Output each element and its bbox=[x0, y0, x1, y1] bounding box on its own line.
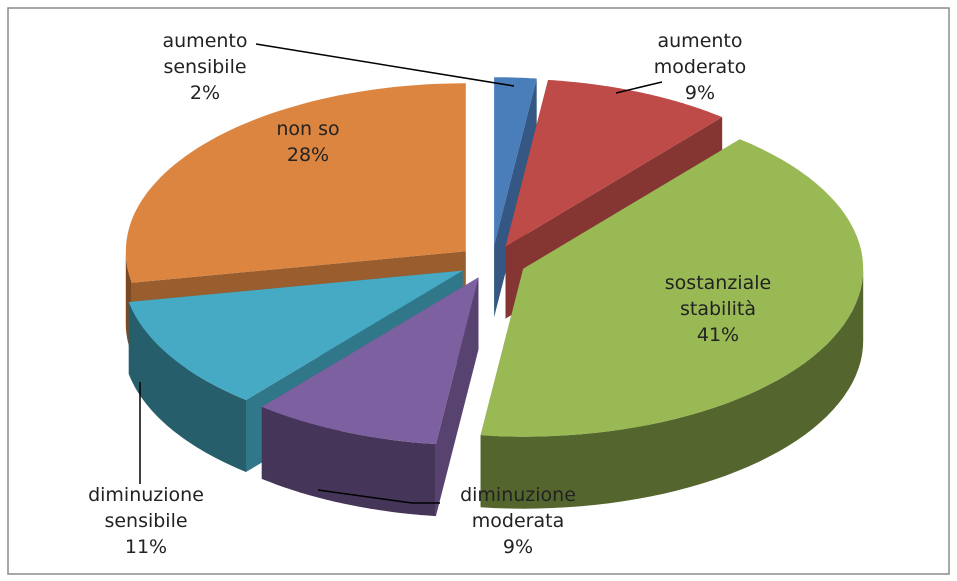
data-label: aumento sensibile 2% bbox=[135, 28, 275, 106]
slice bbox=[494, 77, 537, 246]
category-label: aumento moderato bbox=[653, 30, 747, 78]
value-label: 41% bbox=[696, 324, 740, 346]
slice-side bbox=[261, 406, 436, 517]
category-label: non so bbox=[276, 118, 340, 140]
value-label: 9% bbox=[684, 82, 716, 104]
slice bbox=[480, 139, 864, 437]
leader-line bbox=[615, 81, 663, 94]
category-label: aumento sensibile bbox=[162, 30, 248, 78]
data-label: diminuzione moderata 9% bbox=[443, 482, 593, 560]
category-label: sostanziale stabilità bbox=[664, 272, 772, 320]
pie-slice bbox=[261, 277, 479, 517]
data-label: sostanziale stabilità 41% bbox=[648, 270, 788, 348]
slice bbox=[125, 83, 466, 283]
slice bbox=[505, 79, 723, 247]
value-label: 2% bbox=[189, 82, 221, 104]
data-label: non so 28% bbox=[248, 116, 368, 168]
category-label: diminuzione moderata bbox=[460, 484, 576, 532]
leader-line bbox=[255, 43, 515, 87]
value-label: 28% bbox=[286, 144, 330, 166]
value-label: 9% bbox=[502, 536, 534, 558]
slice-side bbox=[128, 302, 246, 472]
leader-line bbox=[317, 489, 440, 504]
pie-slice bbox=[480, 139, 864, 509]
slice-cut-face bbox=[494, 78, 537, 318]
pie-slice bbox=[494, 77, 537, 318]
data-label: aumento moderato 9% bbox=[630, 28, 770, 106]
value-label: 11% bbox=[124, 536, 168, 558]
category-label: diminuzione sensibile bbox=[88, 484, 204, 532]
slice bbox=[261, 277, 479, 445]
data-label: diminuzione sensibile 11% bbox=[71, 482, 221, 560]
slice-side bbox=[480, 268, 864, 509]
slice bbox=[128, 270, 463, 400]
